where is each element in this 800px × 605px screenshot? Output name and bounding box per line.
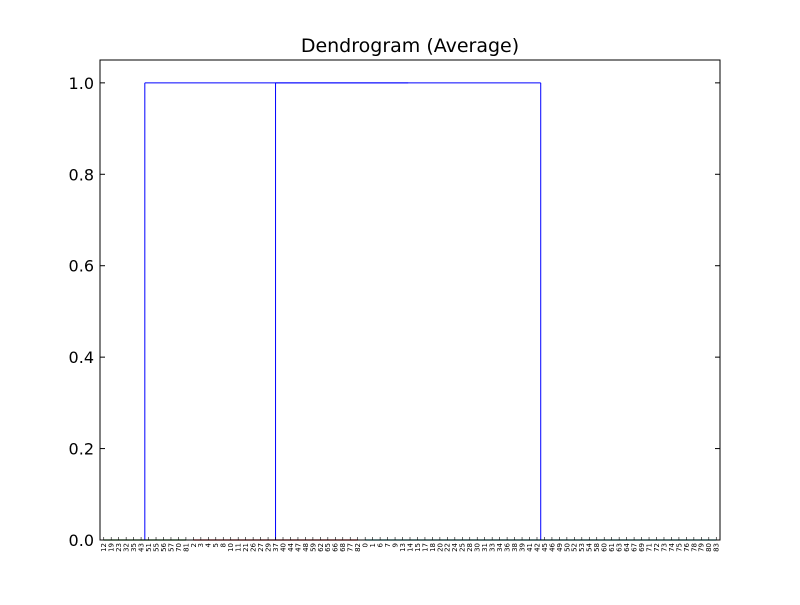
leaf-label: 9 [391, 543, 399, 547]
leaf-label: 72 [653, 543, 661, 552]
leaf-label: 71 [645, 543, 653, 552]
leaf-label: 22 [444, 543, 452, 552]
leaf-label: 59 [309, 543, 317, 552]
leaf-label: 51 [145, 543, 153, 552]
y-axis: 0.0 0.2 0.4 0.6 0.8 1.0 [69, 74, 720, 550]
leaf-label: 73 [660, 543, 668, 552]
leaf-label: 48 [302, 543, 310, 552]
leaf-label: 57 [167, 543, 175, 552]
leaf-label: 21 [242, 543, 250, 552]
leaf-label: 67 [630, 543, 638, 552]
axes [99, 59, 721, 541]
y-tick-label: 0.4 [69, 348, 94, 367]
leaf-label: 60 [601, 543, 609, 552]
leaf-label: 53 [578, 543, 586, 552]
leaf-label: 0 [362, 543, 370, 547]
y-tick-label: 1.0 [69, 74, 94, 93]
leaf-label: 54 [586, 542, 594, 551]
leaf-label: 62 [317, 543, 325, 552]
leaf-label: 66 [332, 542, 340, 551]
leaf-label: 55 [152, 543, 160, 552]
leaf-label: 35 [130, 543, 138, 552]
leaf-label: 36 [504, 542, 512, 551]
leaf-label: 58 [593, 543, 601, 552]
plot-frame [99, 59, 721, 541]
leaf-label: 2 [190, 543, 198, 547]
leaf-label: 75 [675, 543, 683, 552]
leaf-label: 65 [324, 543, 332, 552]
leaf-label: 19 [108, 543, 116, 552]
leaf-label: 64 [623, 542, 631, 551]
leaf-label: 34 [496, 542, 504, 551]
leaf-label: 81 [182, 543, 190, 552]
leaf-label: 13 [399, 543, 407, 552]
chart-title: Dendrogram (Average) [301, 35, 519, 57]
leaf-label: 38 [511, 543, 519, 552]
leaf-label: 24 [451, 542, 459, 551]
leaf-label: 11 [235, 543, 243, 552]
leaf-label: 10 [227, 543, 235, 552]
leaf-label: 76 [683, 542, 691, 551]
leaf-label: 1 [369, 543, 377, 547]
leaf-label: 32 [123, 543, 131, 552]
y-tick-label: 0.2 [69, 440, 94, 459]
leaf-label: 20 [436, 543, 444, 552]
leaf-label: 15 [414, 543, 422, 552]
leaf-label: 33 [489, 543, 497, 552]
leaf-label: 39 [518, 543, 526, 552]
leaf-label: 40 [279, 543, 287, 552]
leaf-label: 45 [541, 543, 549, 552]
leaf-label: 69 [638, 543, 646, 552]
leaf-label: 47 [294, 543, 302, 552]
leaf-label: 70 [175, 543, 183, 552]
leaf-label: 43 [137, 543, 145, 552]
leaf-label: 31 [481, 543, 489, 552]
leaf-label: 49 [556, 543, 564, 552]
leaf-label: 68 [339, 543, 347, 552]
leaf-label: 26 [250, 542, 258, 551]
leaf-label: 82 [354, 543, 362, 552]
leaf-label: 80 [705, 543, 713, 552]
leaf-label: 63 [616, 543, 624, 552]
leaf-label: 61 [608, 543, 616, 552]
leaf-label: 25 [459, 543, 467, 552]
leaf-label: 14 [406, 542, 414, 551]
leaf-label: 83 [713, 543, 721, 552]
leaf-label: 3 [197, 543, 205, 547]
leaf-label: 7 [384, 543, 392, 547]
leaf-label: 8 [220, 543, 228, 547]
leaf-label: 44 [287, 542, 295, 551]
leaf-label: 56 [160, 542, 168, 551]
y-tick-label: 0.8 [69, 165, 94, 184]
x-axis-leaf-labels: 12 19 23 32 35 43 51 55 56 57 70 81 2 3 4 5 8 10 11 21 26 27 2… [100, 537, 721, 552]
leaf-label: 37 [272, 543, 280, 552]
leaf-label: 52 [571, 543, 579, 552]
leaf-label: 30 [474, 543, 482, 552]
leaf-label: 46 [548, 542, 556, 551]
leaf-label: 79 [698, 543, 706, 552]
leaf-label: 6 [377, 542, 385, 547]
leaf-label: 4 [205, 542, 213, 547]
leaf-label: 77 [347, 543, 355, 552]
leaf-label: 23 [115, 543, 123, 552]
leaf-label: 28 [466, 543, 474, 552]
leaf-label: 42 [533, 543, 541, 552]
leaf-label: 74 [668, 542, 676, 551]
leaf-label: 17 [421, 543, 429, 552]
leaf-label: 29 [264, 543, 272, 552]
leaf-label: 12 [100, 543, 108, 552]
y-tick-label: 0.6 [69, 257, 94, 276]
leaf-label: 41 [526, 543, 534, 552]
y-tick-label: 0.0 [69, 531, 94, 550]
leaf-label: 27 [257, 543, 265, 552]
leaf-label: 5 [212, 543, 220, 547]
dendrogram-links [103, 82, 717, 541]
leaf-label: 18 [429, 543, 437, 552]
leaf-label: 50 [563, 543, 571, 552]
leaf-label: 78 [690, 543, 698, 552]
